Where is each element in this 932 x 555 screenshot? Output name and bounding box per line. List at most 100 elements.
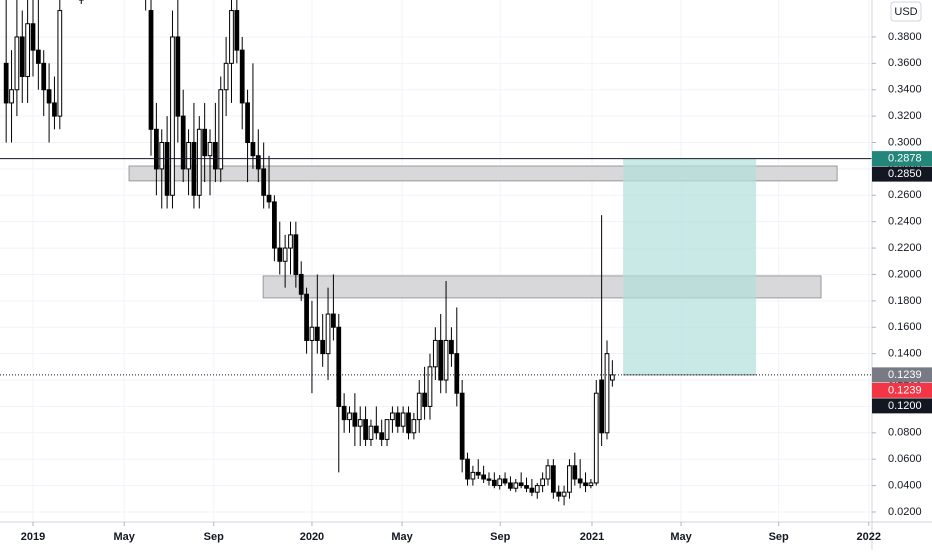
candle-body bbox=[239, 49, 245, 104]
candle-body bbox=[218, 89, 224, 170]
y-tick-label: 0.2200 bbox=[888, 242, 922, 254]
candle-body bbox=[443, 339, 449, 381]
axes: 0.02000.04000.06000.08000.10000.12000.14… bbox=[21, 31, 932, 543]
x-tick-label: Sep bbox=[769, 531, 789, 543]
candle-body bbox=[363, 419, 368, 440]
x-tick-label: 2021 bbox=[580, 531, 604, 543]
candle-body bbox=[572, 465, 578, 480]
candle-body bbox=[550, 465, 556, 493]
candle-body bbox=[518, 482, 524, 487]
candle-body bbox=[293, 234, 299, 275]
x-tick-label: 2020 bbox=[300, 531, 324, 543]
y-tick-label: 0.2000 bbox=[888, 268, 922, 280]
candle-body bbox=[497, 478, 503, 487]
position-target-area bbox=[623, 158, 757, 375]
y-tick-label: 0.3600 bbox=[888, 57, 922, 69]
candle-body bbox=[588, 482, 594, 487]
candle-body bbox=[9, 89, 14, 104]
x-tick-label: Sep bbox=[490, 531, 510, 543]
candle-body bbox=[432, 339, 438, 368]
candle-body bbox=[561, 491, 567, 497]
candle-body bbox=[540, 478, 545, 487]
candle-body bbox=[454, 353, 460, 394]
candle-body bbox=[35, 49, 41, 64]
candle-body bbox=[449, 339, 454, 355]
candle-body bbox=[223, 62, 229, 91]
candle-body bbox=[513, 482, 519, 489]
candle-body bbox=[406, 412, 411, 434]
candle-body bbox=[213, 142, 218, 170]
candle-body bbox=[159, 142, 165, 170]
candle-body bbox=[357, 419, 363, 427]
candle-body bbox=[186, 142, 191, 170]
price-label: 0.2850 bbox=[888, 168, 922, 180]
candle-body bbox=[577, 478, 583, 484]
candle-body bbox=[229, 10, 234, 64]
candle-body bbox=[545, 465, 551, 480]
y-tick-label: 0.2400 bbox=[888, 216, 922, 228]
x-tick-label: 2019 bbox=[21, 531, 45, 543]
price-label-bg bbox=[872, 367, 932, 383]
candle-body bbox=[529, 487, 535, 493]
candle-body bbox=[384, 419, 390, 440]
y-tick-label: 0.1600 bbox=[888, 321, 922, 333]
candle-body bbox=[57, 10, 63, 117]
candle-body bbox=[486, 478, 492, 481]
candle-body bbox=[202, 128, 208, 157]
candle-body bbox=[277, 247, 283, 262]
y-tick-label: 0.0800 bbox=[888, 427, 922, 439]
candle-body bbox=[272, 201, 277, 249]
y-tick-label: 0.3000 bbox=[888, 136, 922, 148]
candle-body bbox=[411, 419, 417, 434]
candle-body bbox=[427, 366, 433, 407]
candle-body bbox=[422, 392, 427, 407]
currency-button[interactable] bbox=[890, 1, 922, 22]
y-tick-label: 0.0400 bbox=[888, 479, 922, 491]
candle-body bbox=[153, 128, 159, 170]
candle-body bbox=[438, 339, 444, 381]
candle-body bbox=[52, 102, 57, 117]
price-label-bg bbox=[872, 398, 932, 414]
y-tick-label: 0.3400 bbox=[888, 84, 922, 96]
candle-body bbox=[475, 471, 481, 476]
candle-body bbox=[314, 326, 320, 341]
candle-body bbox=[352, 412, 358, 427]
candle-body bbox=[465, 458, 470, 480]
candle-body bbox=[298, 273, 304, 295]
candle-body bbox=[261, 168, 267, 196]
candle-body bbox=[245, 102, 250, 144]
candle-body bbox=[368, 425, 374, 440]
x-tick-label: May bbox=[113, 531, 135, 543]
candle-body bbox=[609, 374, 615, 381]
candle-body bbox=[266, 194, 272, 203]
candle-body bbox=[556, 491, 562, 497]
candle-body bbox=[288, 234, 293, 249]
y-tick-label: 0.1400 bbox=[888, 348, 922, 360]
plot-area bbox=[0, 0, 872, 506]
candle-body bbox=[416, 392, 422, 421]
candle-body bbox=[604, 353, 610, 434]
candle-body bbox=[304, 293, 309, 341]
candle-body bbox=[255, 155, 261, 170]
candle-body bbox=[459, 392, 465, 460]
candle-body bbox=[491, 479, 497, 487]
price-label-bg bbox=[872, 382, 932, 398]
candle-body bbox=[534, 485, 540, 493]
x-tick-label: Sep bbox=[204, 531, 224, 543]
candle-body bbox=[3, 62, 9, 104]
candle-body bbox=[207, 142, 213, 157]
candle-body bbox=[347, 412, 352, 421]
candle-body bbox=[341, 405, 347, 421]
candle-body bbox=[379, 432, 385, 440]
candle-body bbox=[336, 326, 342, 407]
candle-body bbox=[25, 23, 31, 78]
price-label: 0.1239 bbox=[888, 369, 922, 381]
candle-body bbox=[502, 478, 508, 484]
candle-body bbox=[524, 485, 529, 489]
candle-body bbox=[250, 142, 256, 157]
candle-body bbox=[14, 36, 20, 91]
candle-body bbox=[30, 23, 36, 51]
candle-body bbox=[400, 412, 406, 427]
